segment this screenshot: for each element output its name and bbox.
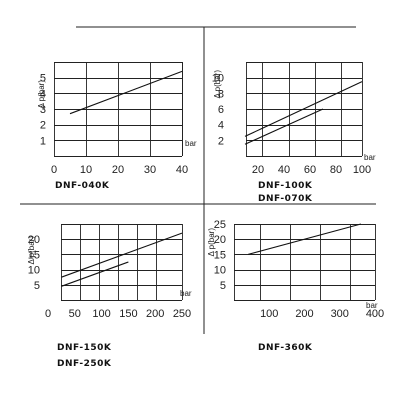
series-line-1 (244, 81, 363, 137)
x-tick-label: 80 (330, 164, 342, 176)
x-tick-label: 250 (173, 308, 191, 320)
y-tick-label: 4 (40, 88, 46, 100)
chart-1: 0 10 20 30 40 1 2 3 4 5Δ p(bar) bar DNF-040K (37, 62, 197, 191)
y-tick-label: 6 (218, 104, 224, 116)
x-tick-label: 400 (366, 308, 384, 320)
x-axis-unit: bar (180, 289, 192, 298)
model-name: DNF-250K (57, 359, 112, 369)
y-tick-label: 2 (40, 120, 46, 132)
y-tick-label: 15 (214, 249, 226, 261)
chart-4: 100 200 300 400 5 10 15 20 25Δ p(bar) bar DNF-360K (207, 219, 384, 353)
y-tick-label: 4 (218, 120, 224, 132)
series-line-1 (61, 232, 183, 278)
series-line-2 (244, 108, 324, 145)
x-tick-label: 100 (260, 308, 278, 320)
x-tick-label: 10 (80, 164, 92, 176)
x-tick-label: 0 (51, 164, 57, 176)
x-tick-label: 100 (92, 308, 110, 320)
x-tick-label: 150 (119, 308, 137, 320)
y-tick-label: 10 (212, 73, 224, 85)
series-line-1 (69, 70, 183, 115)
x-tick-label: 60 (304, 164, 316, 176)
y-tick-label: 5 (40, 73, 46, 85)
y-tick-label: 20 (214, 234, 226, 246)
y-tick-label: 5 (34, 280, 40, 292)
model-name: DNF-360K (258, 343, 313, 353)
x-axis-unit: bar (366, 301, 378, 310)
y-tick-label: 10 (214, 265, 226, 277)
x-tick-label: 50 (69, 308, 81, 320)
y-tick-label: 10 (28, 265, 40, 277)
y-tick-label: 5 (220, 280, 226, 292)
x-tick-label: 200 (146, 308, 164, 320)
x-tick-label: 300 (331, 308, 349, 320)
chart-2: 20 40 60 80 100 2 4 6 8 10Δ p(bar) bar DNF-100K DNF-… (212, 62, 376, 204)
x-tick-label: 30 (144, 164, 156, 176)
x-tick-label: 20 (112, 164, 124, 176)
y-tick-label: 20 (28, 234, 40, 246)
y-axis-label: Δ p(bar) (207, 228, 216, 257)
y-axis-label: Δ p(bar) (37, 80, 46, 109)
chart-3: 0 50 100 150 200 250 5 10 15 20Δ p(bar) bar DNF-150… (27, 224, 192, 369)
model-name: DNF-040K (55, 181, 110, 191)
y-tick-label: 8 (218, 88, 224, 100)
x-tick-label: 40 (278, 164, 290, 176)
x-tick-label: 20 (252, 164, 264, 176)
model-name: DNF-100K (258, 181, 313, 191)
model-name: DNF-070K (258, 194, 313, 204)
y-tick-label: 3 (40, 104, 46, 116)
y-tick-label: 1 (40, 135, 46, 147)
x-axis-unit: bar (364, 153, 376, 162)
y-tick-label: 25 (214, 219, 226, 231)
y-tick-label: 15 (28, 249, 40, 261)
x-tick-label: 0 (45, 308, 51, 320)
y-axis-label: Δ p(bar) (213, 70, 222, 99)
series-line-1 (247, 223, 362, 255)
x-tick-label: 200 (295, 308, 313, 320)
y-tick-label: 2 (218, 135, 224, 147)
model-name: DNF-150K (57, 343, 112, 353)
x-tick-label: 40 (176, 164, 188, 176)
y-axis-label: Δ p(bar) (27, 236, 36, 265)
x-axis-unit: bar (185, 139, 197, 148)
x-tick-label: 100 (353, 164, 371, 176)
series-line-2 (61, 261, 129, 287)
